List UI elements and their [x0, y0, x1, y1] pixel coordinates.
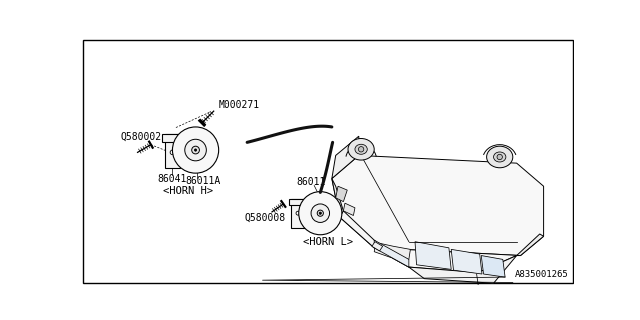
Circle shape: [319, 212, 321, 214]
Text: <HORN H>: <HORN H>: [163, 186, 213, 196]
Circle shape: [195, 149, 196, 151]
Polygon shape: [451, 249, 482, 274]
Polygon shape: [372, 242, 383, 251]
Text: Q580008: Q580008: [244, 213, 285, 223]
Bar: [164, 134, 180, 168]
Polygon shape: [516, 234, 543, 256]
Circle shape: [172, 127, 219, 173]
Ellipse shape: [493, 152, 506, 162]
Polygon shape: [374, 243, 410, 260]
Polygon shape: [344, 203, 355, 215]
Text: 86041: 86041: [158, 173, 187, 184]
Polygon shape: [340, 211, 409, 267]
Circle shape: [358, 147, 364, 152]
Bar: [291, 198, 305, 228]
Polygon shape: [332, 179, 344, 217]
Ellipse shape: [348, 139, 374, 160]
Bar: [162, 134, 183, 141]
Circle shape: [170, 150, 175, 155]
Circle shape: [192, 146, 200, 154]
Circle shape: [317, 210, 323, 216]
Polygon shape: [374, 240, 409, 267]
Polygon shape: [336, 186, 348, 202]
Text: Q580002: Q580002: [120, 132, 161, 142]
Ellipse shape: [355, 144, 367, 154]
Text: M000271: M000271: [219, 100, 260, 110]
Polygon shape: [332, 136, 359, 179]
Circle shape: [185, 139, 206, 161]
Circle shape: [299, 192, 342, 235]
Circle shape: [296, 211, 300, 215]
Polygon shape: [332, 156, 543, 256]
Polygon shape: [415, 242, 451, 269]
Text: 86011: 86011: [296, 177, 326, 188]
Text: 86011A: 86011A: [186, 176, 221, 186]
Text: <HORN L>: <HORN L>: [303, 237, 353, 247]
Ellipse shape: [486, 146, 513, 168]
Circle shape: [311, 204, 330, 222]
Polygon shape: [409, 256, 516, 283]
Circle shape: [497, 154, 502, 160]
Polygon shape: [481, 256, 505, 277]
Polygon shape: [374, 248, 520, 273]
Text: A835001265: A835001265: [515, 270, 568, 279]
Bar: [289, 198, 307, 205]
